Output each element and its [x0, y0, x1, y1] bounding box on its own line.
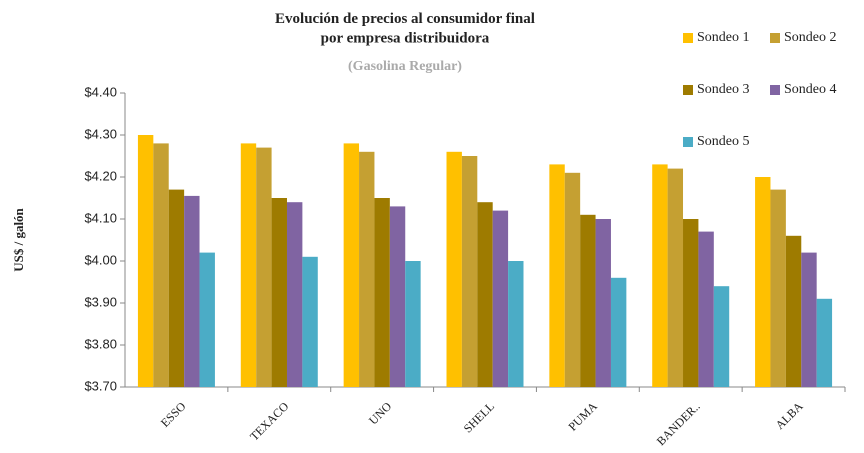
bar — [580, 214, 596, 387]
y-tick-label: $3.70 — [84, 378, 117, 393]
bar — [549, 164, 565, 387]
legend-swatch — [683, 33, 693, 43]
x-tick-label: TEXACO — [247, 399, 292, 444]
legend-label: Sondeo 4 — [784, 82, 837, 97]
bar — [652, 164, 668, 387]
bar — [137, 135, 154, 387]
y-tick-label: $4.20 — [84, 168, 117, 183]
bar — [271, 198, 287, 387]
bar — [683, 219, 699, 387]
bar — [801, 252, 817, 387]
bar — [405, 261, 421, 387]
bar — [785, 235, 802, 387]
bar — [256, 147, 272, 387]
bar — [755, 177, 771, 387]
y-tick-label: $3.90 — [84, 294, 117, 309]
legend-swatch — [683, 137, 693, 147]
bar — [492, 210, 509, 387]
bar — [389, 206, 406, 387]
y-tick-label: $4.40 — [84, 84, 117, 99]
bar — [153, 143, 169, 387]
bar — [446, 151, 462, 387]
x-tick-label: ESSO — [158, 399, 189, 430]
y-axis-label: US$ / galón — [11, 207, 26, 271]
legend-label: Sondeo 5 — [697, 134, 750, 149]
bar — [477, 202, 493, 387]
y-tick-label: $3.80 — [84, 336, 117, 351]
chart-subtitle: (Gasolina Regular) — [348, 59, 462, 74]
x-tick-label: UNO — [366, 399, 395, 428]
bar — [461, 156, 478, 387]
legend-label: Sondeo 3 — [697, 82, 750, 97]
legend-swatch — [770, 85, 780, 95]
bar — [184, 195, 200, 387]
y-tick-label: $4.30 — [84, 126, 117, 141]
bar — [698, 231, 714, 387]
bar — [168, 189, 185, 387]
bar — [359, 151, 375, 387]
bar — [508, 261, 524, 387]
y-tick-label: $4.00 — [84, 252, 117, 267]
legend-swatch — [770, 33, 780, 43]
x-tick-label: ALBA — [773, 399, 806, 432]
bar — [240, 143, 257, 387]
bar — [564, 172, 581, 387]
bar — [667, 168, 684, 387]
x-tick-label: SHELL — [461, 399, 497, 435]
bar — [713, 286, 730, 387]
bar — [816, 298, 833, 387]
chart-title: Evolución de precios al consumidor final… — [275, 11, 535, 47]
x-tick-label: PUMA — [565, 399, 600, 434]
legend-swatch — [683, 85, 693, 95]
x-tick-label: BANDER.. — [654, 399, 703, 448]
bar — [286, 202, 303, 387]
y-tick-label: $4.10 — [84, 210, 117, 225]
bar — [595, 219, 611, 387]
legend-label: Sondeo 1 — [697, 30, 750, 45]
legend-label: Sondeo 2 — [784, 30, 837, 45]
bar — [343, 143, 360, 387]
bar — [302, 256, 318, 387]
bar — [199, 252, 215, 387]
bar — [610, 277, 627, 387]
bar — [374, 198, 390, 387]
bar — [770, 189, 786, 387]
